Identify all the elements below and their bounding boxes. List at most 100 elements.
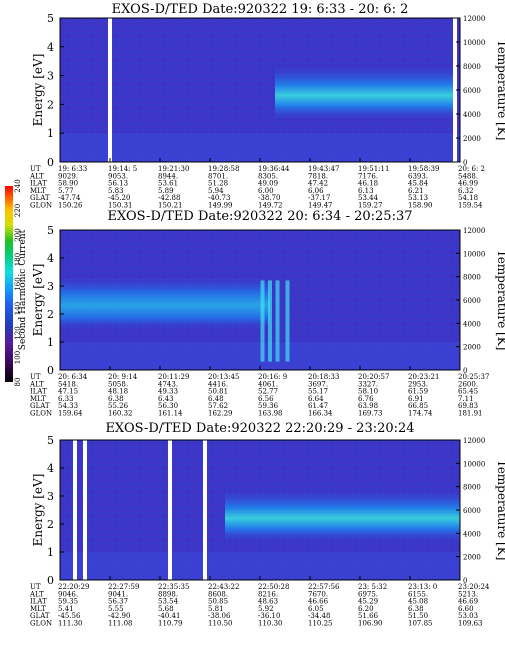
y2-tick-label: 8000 bbox=[463, 484, 481, 492]
table-cell: 20:13:45 bbox=[208, 373, 239, 381]
y2-tick-label: 6000 bbox=[463, 87, 481, 95]
table-cell: 6.56 bbox=[258, 395, 274, 403]
y-tick-label: 4 bbox=[47, 41, 54, 54]
table-cell: 56.37 bbox=[108, 598, 128, 606]
y-tick-label: 5 bbox=[47, 434, 54, 447]
y2-tick-label: 4000 bbox=[463, 111, 481, 119]
table-cell: 53.13 bbox=[408, 194, 428, 202]
table-cell: 150.26 bbox=[58, 202, 83, 210]
y-axis-label: Energy [eV] bbox=[31, 264, 45, 337]
table-cell: 159.54 bbox=[458, 202, 483, 210]
table-cell: 19:28:58 bbox=[208, 165, 239, 173]
table-cell: 6.05 bbox=[308, 605, 324, 613]
table-cell: 7.11 bbox=[458, 395, 474, 403]
table-cell: 5.55 bbox=[108, 605, 124, 613]
table-cell: -45.56 bbox=[58, 612, 81, 620]
y-tick-label: 5 bbox=[47, 12, 54, 25]
table-cell: 63.98 bbox=[358, 402, 378, 410]
table-cell: 55.17 bbox=[308, 388, 328, 396]
table-cell: 5488. bbox=[458, 172, 478, 180]
table-cell: 3697. bbox=[308, 380, 328, 388]
table-cell: -36.10 bbox=[258, 612, 280, 620]
y-tick-label: 1 bbox=[47, 127, 54, 140]
table-cell: -34.48 bbox=[308, 612, 330, 620]
table-cell: 160.32 bbox=[108, 410, 133, 418]
table-cell: 5.77 bbox=[58, 187, 74, 195]
table-cell: 6.32 bbox=[458, 187, 474, 195]
colorbar bbox=[5, 186, 13, 382]
colorbar-tick: 160 bbox=[14, 277, 22, 290]
table-cell: 5.92 bbox=[258, 605, 274, 613]
y2-tick-label: 0 bbox=[463, 577, 467, 585]
table-cell: 19:36:44 bbox=[258, 165, 290, 173]
table-row-label: UT bbox=[30, 165, 41, 173]
table-cell: 6155. bbox=[408, 590, 428, 598]
table-cell: 6.48 bbox=[208, 395, 224, 403]
table-cell: 110.50 bbox=[208, 620, 233, 628]
table-cell: 6.43 bbox=[158, 395, 174, 403]
table-row-label: GLON bbox=[30, 202, 52, 210]
data-gap bbox=[168, 440, 172, 580]
table-cell: 111.08 bbox=[108, 620, 133, 628]
table-cell: 19:51:11 bbox=[358, 165, 389, 173]
table-cell: 162.29 bbox=[208, 410, 233, 418]
table-cell: 54.33 bbox=[58, 402, 78, 410]
y2-tick-label: 0 bbox=[463, 367, 467, 375]
table-row-label: UT bbox=[30, 373, 41, 381]
table-cell: -45.20 bbox=[108, 194, 130, 202]
table-cell: 53.61 bbox=[158, 180, 178, 188]
data-gap bbox=[203, 440, 207, 580]
y2-tick-label: 2000 bbox=[463, 554, 481, 562]
y-tick-label: 0 bbox=[47, 574, 54, 587]
table-cell: 163.98 bbox=[258, 410, 283, 418]
data-gap bbox=[73, 440, 77, 580]
table-cell: 61.47 bbox=[308, 402, 328, 410]
table-row-label: UT bbox=[30, 583, 41, 591]
y2-tick-label: 8000 bbox=[463, 274, 481, 282]
table-cell: 22:50:28 bbox=[258, 583, 289, 591]
table-cell: 2953. bbox=[408, 380, 428, 388]
table-cell: 23: 5:32 bbox=[358, 583, 387, 591]
table-cell: 53.03 bbox=[458, 612, 478, 620]
table-cell: 7176. bbox=[358, 172, 378, 180]
y-tick-label: 4 bbox=[47, 252, 54, 265]
y2-axis-label: Temperature [K] bbox=[495, 40, 505, 141]
table-cell: -42.88 bbox=[158, 194, 180, 202]
table-cell: 19:14: 5 bbox=[108, 165, 137, 173]
y2-tick-label: 10000 bbox=[463, 39, 485, 47]
y2-tick-label: 12000 bbox=[463, 227, 485, 235]
table-cell: 6.38 bbox=[408, 605, 424, 613]
table-cell: 20:25:37 bbox=[458, 373, 489, 381]
table-cell: 23:13: 0 bbox=[408, 583, 437, 591]
data-gap bbox=[453, 18, 457, 162]
table-cell: 47.42 bbox=[308, 180, 328, 188]
heatmap-low-energy-band bbox=[60, 133, 460, 162]
table-cell: 3327. bbox=[358, 380, 378, 388]
table-cell: 69.83 bbox=[458, 402, 478, 410]
y-tick-label: 2 bbox=[47, 518, 54, 531]
table-cell: 9053. bbox=[108, 172, 128, 180]
table-cell: 22:57:56 bbox=[308, 583, 340, 591]
table-cell: 106.90 bbox=[358, 620, 383, 628]
table-cell: 52.77 bbox=[258, 388, 278, 396]
y-tick-label: 0 bbox=[47, 364, 54, 377]
y-tick-label: 2 bbox=[47, 308, 54, 321]
table-cell: 6.33 bbox=[58, 395, 74, 403]
table-row-label: ILAT bbox=[30, 598, 47, 606]
table-cell: 181.91 bbox=[458, 410, 483, 418]
table-cell: 6.06 bbox=[308, 187, 324, 195]
table-cell: 61.59 bbox=[408, 388, 428, 396]
table-cell: -42.90 bbox=[108, 612, 130, 620]
table-cell: 20: 6: 2 bbox=[458, 165, 485, 173]
table-cell: 20:11:29 bbox=[158, 373, 189, 381]
heatmap-spike bbox=[260, 280, 265, 362]
table-cell: 46.99 bbox=[458, 180, 478, 188]
table-cell: 57.62 bbox=[208, 402, 228, 410]
table-cell: 7670. bbox=[308, 590, 328, 598]
data-gap bbox=[108, 18, 112, 162]
table-row-label: ALT bbox=[29, 172, 44, 180]
table-cell: 4416. bbox=[208, 380, 228, 388]
table-cell: 56.13 bbox=[108, 180, 128, 188]
table-cell: -47.74 bbox=[58, 194, 81, 202]
